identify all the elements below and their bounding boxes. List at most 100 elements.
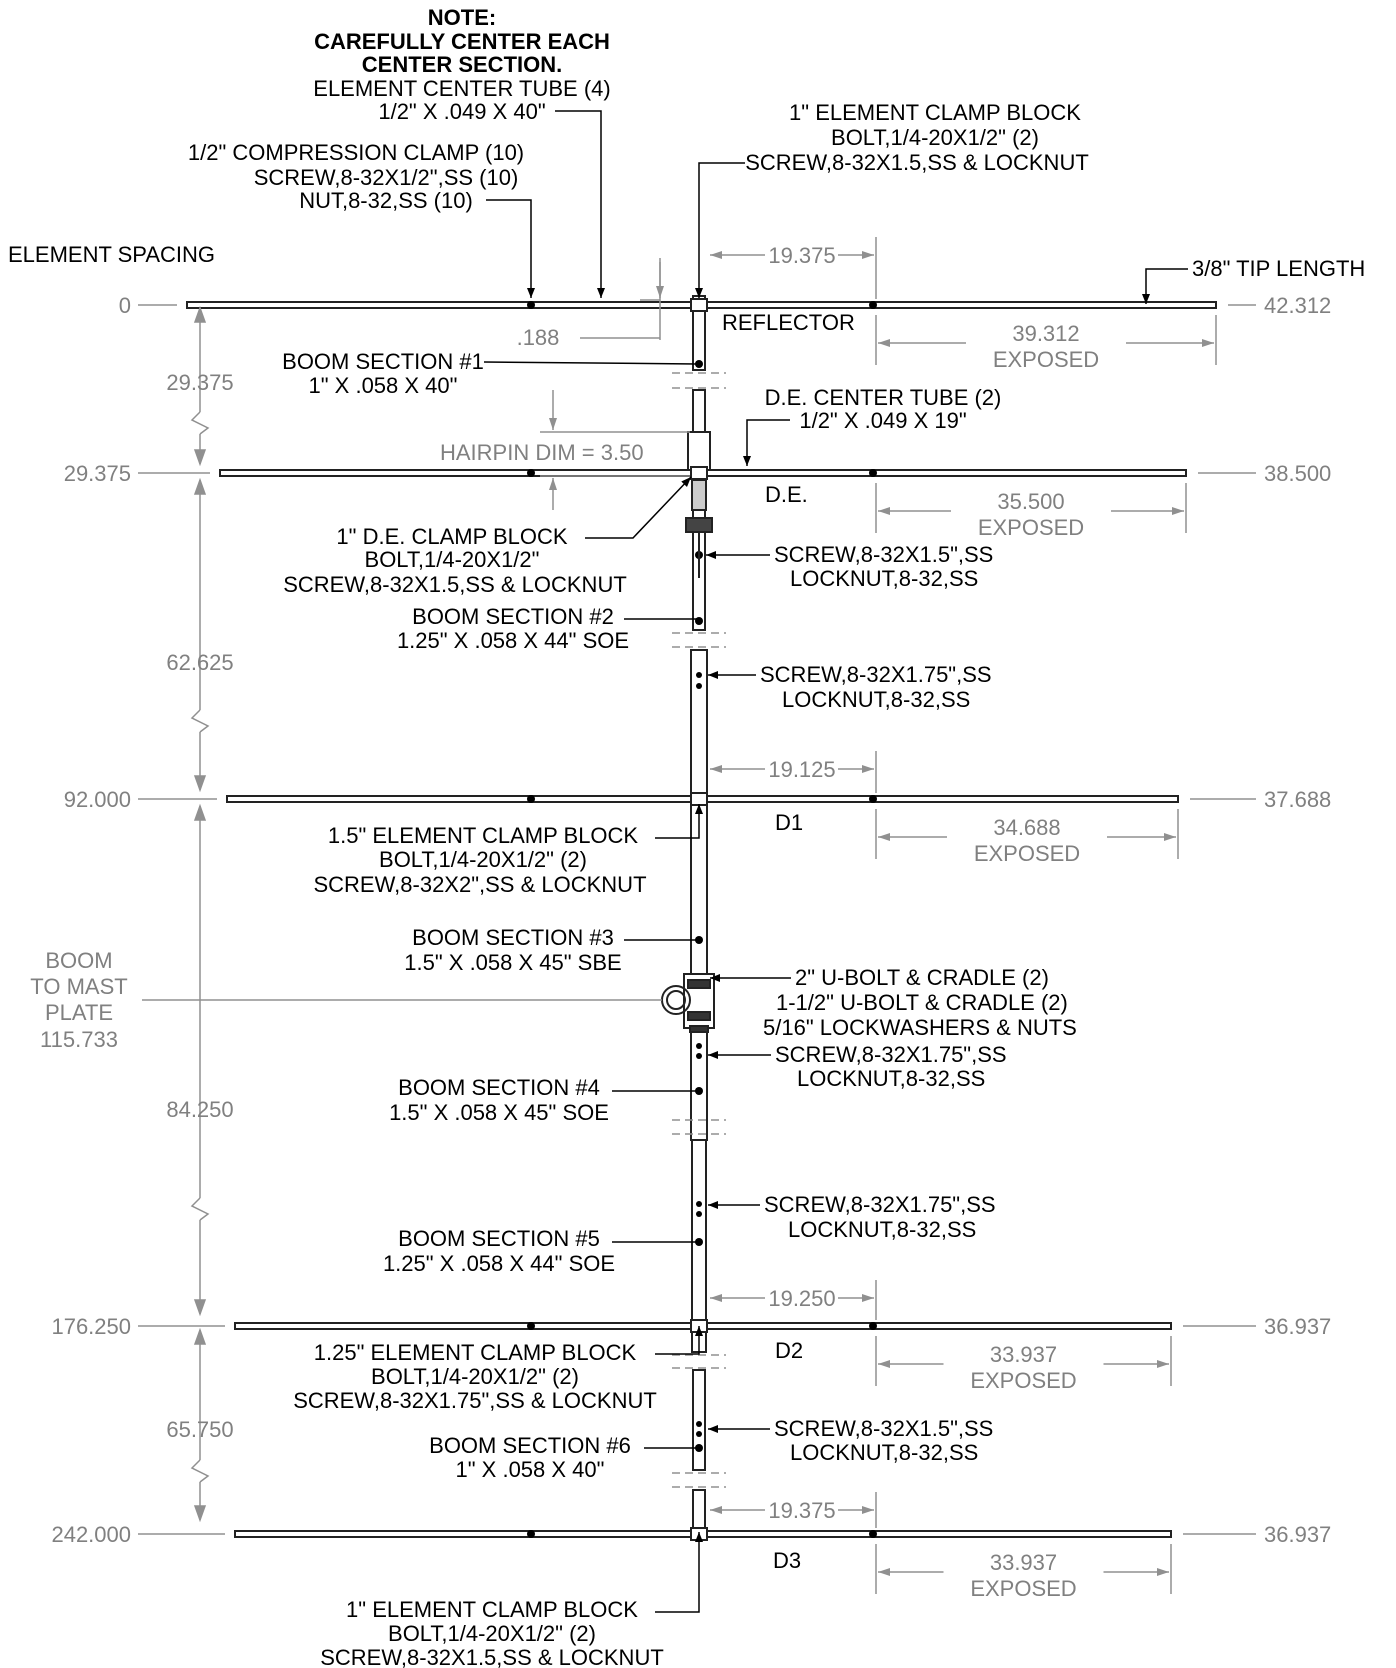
- boom-to-mast-value: 115.733: [40, 1027, 118, 1052]
- clamp-dot-left: [527, 469, 535, 477]
- clamp-15-line2: BOLT,1/4-20X1/2" (2): [379, 847, 587, 872]
- element-name: D3: [773, 1548, 801, 1573]
- clamp-dot-left: [527, 1322, 535, 1330]
- screw-15-b-callout: SCREW,8-32X1.5",SS LOCKNUT,8-32,SS: [708, 1416, 993, 1465]
- element-length: 42.312: [1264, 293, 1331, 318]
- boom2-callout: BOOM SECTION #2 1.25" X .058 X 44" SOE: [397, 604, 697, 653]
- boom6-callout: BOOM SECTION #6 1" X .058 X 40": [429, 1433, 697, 1482]
- de-center-tube-line2: 1/2" X .049 X 19": [799, 408, 966, 433]
- de-center-tube-callout: D.E. CENTER TUBE (2) 1/2" X .049 X 19": [743, 385, 1002, 466]
- spacing-3: 84.250: [166, 1097, 233, 1122]
- boom5-line2: 1.25" X .058 X 44" SOE: [383, 1251, 615, 1276]
- clamp-dot-right: [869, 795, 877, 803]
- clamp-dot-left: [527, 1530, 535, 1538]
- compression-clamp-line1: 1/2" COMPRESSION CLAMP (10): [188, 140, 524, 165]
- clamp-block: [690, 298, 708, 312]
- screw-15-b-line1: SCREW,8-32X1.5",SS: [774, 1416, 993, 1441]
- exposed-label: EXPOSED: [993, 347, 1099, 372]
- element-position: 176.250: [51, 1314, 131, 1339]
- compression-clamp-callout: 1/2" COMPRESSION CLAMP (10) SCREW,8-32X1…: [188, 140, 535, 298]
- clamp-125-callout: 1.25" ELEMENT CLAMP BLOCK BOLT,1/4-20X1/…: [293, 1326, 703, 1413]
- screw-15-a-callout: SCREW,8-32X1.5",SS LOCKNUT,8-32,SS: [706, 542, 993, 591]
- boom3-line2: 1.5" X .058 X 45" SBE: [404, 950, 621, 975]
- exposed-value: 39.312: [1012, 321, 1079, 346]
- boom: [661, 295, 726, 1531]
- clamp-dot-right: [869, 469, 877, 477]
- spacing-2: 62.625: [166, 650, 233, 675]
- half-length-value: 19.250: [768, 1286, 835, 1311]
- screw-175-b-line2: LOCKNUT,8-32,SS: [797, 1066, 985, 1091]
- spacing-1: 29.375: [166, 370, 233, 395]
- exposed-label: EXPOSED: [970, 1576, 1076, 1601]
- de-center-tube-line1: D.E. CENTER TUBE (2): [765, 385, 1002, 410]
- screw-175-b-callout: SCREW,8-32X1.75",SS LOCKNUT,8-32,SS: [708, 1042, 1007, 1091]
- boom-break-marks: [672, 372, 726, 1488]
- ubolt-line2: 1-1/2" U-BOLT & CRADLE (2): [776, 990, 1068, 1015]
- half-length-value: 19.125: [768, 757, 835, 782]
- exposed-value: 33.937: [990, 1550, 1057, 1575]
- boom1-line2: 1" X .058 X 40": [309, 373, 458, 398]
- de-clamp-block-shape: [685, 431, 713, 578]
- element-length: 37.688: [1264, 787, 1331, 812]
- element-spacing-label: ELEMENT SPACING: [8, 242, 215, 267]
- clamp-dot-left: [527, 795, 535, 803]
- mast-plate-u-bolts: [661, 973, 715, 1033]
- clamp-dot-left: [527, 301, 535, 309]
- ubolt-callout: 2" U-BOLT & CRADLE (2) 1-1/2" U-BOLT & C…: [710, 965, 1077, 1040]
- screw-175-c-callout: SCREW,8-32X1.75",SS LOCKNUT,8-32,SS: [708, 1192, 996, 1242]
- note-line2: CENTER SECTION.: [362, 52, 562, 77]
- boom2-line1: BOOM SECTION #2: [412, 604, 614, 629]
- clamp-block: [690, 466, 708, 480]
- element-position: 242.000: [51, 1522, 131, 1547]
- dim-188: .188: [517, 258, 664, 350]
- note-line1: CAREFULLY CENTER EACH: [314, 29, 610, 54]
- element-center-tube-line2: 1/2" X .049 X 40": [378, 99, 545, 124]
- element-length: 36.937: [1264, 1314, 1331, 1339]
- clamp-dot-right: [869, 301, 877, 309]
- note-title: NOTE:: [428, 5, 496, 30]
- element-name: D1: [775, 810, 803, 835]
- de-clamp-line3: SCREW,8-32X1.5,SS & LOCKNUT: [283, 572, 627, 597]
- screw-15-b-line2: LOCKNUT,8-32,SS: [790, 1440, 978, 1465]
- element-length: 36.937: [1264, 1522, 1331, 1547]
- boom4-line2: 1.5" X .058 X 45" SOE: [389, 1100, 609, 1125]
- hairpin-label: HAIRPIN DIM = 3.50: [440, 440, 644, 465]
- top-note: NOTE: CAREFULLY CENTER EACH CENTER SECTI…: [313, 5, 611, 298]
- top-clamp-line2: BOLT,1/4-20X1/2" (2): [831, 125, 1039, 150]
- boom3-callout: BOOM SECTION #3 1.5" X .058 X 45" SBE: [404, 925, 697, 975]
- exposed-label: EXPOSED: [974, 841, 1080, 866]
- boom-to-mast-line2: TO MAST: [30, 974, 127, 999]
- element-position: 0: [119, 293, 131, 318]
- ubolt-line3: 5/16" LOCKWASHERS & NUTS: [763, 1015, 1077, 1040]
- element-spacing-dimension: 29.375 62.625 84.250 65.750: [166, 305, 234, 1523]
- bottom-clamp-callout: 1" ELEMENT CLAMP BLOCK BOLT,1/4-20X1/2" …: [320, 1532, 703, 1668]
- element-name: D2: [775, 1338, 803, 1363]
- tip-length-callout: 3/8" TIP LENGTH: [1142, 256, 1365, 304]
- dim-188-value: .188: [517, 325, 560, 350]
- exposed-value: 35.500: [997, 489, 1064, 514]
- de-clamp-line1: 1" D.E. CLAMP BLOCK: [336, 524, 567, 549]
- boom6-line1: BOOM SECTION #6: [429, 1433, 631, 1458]
- half-length-value: 19.375: [768, 243, 835, 268]
- screw-175-c-line2: LOCKNUT,8-32,SS: [788, 1217, 976, 1242]
- compression-clamp-line2: SCREW,8-32X1/2",SS (10): [254, 165, 519, 190]
- half-length-value: 19.375: [768, 1498, 835, 1523]
- boom6-line2: 1" X .058 X 40": [456, 1457, 605, 1482]
- top-clamp-line1: 1" ELEMENT CLAMP BLOCK: [789, 100, 1081, 125]
- boom1-callout: BOOM SECTION #1 1" X .058 X 40": [282, 349, 698, 398]
- boom3-line1: BOOM SECTION #3: [412, 925, 614, 950]
- boom2-line2: 1.25" X .058 X 44" SOE: [397, 628, 629, 653]
- exposed-value: 34.688: [993, 815, 1060, 840]
- element-center-tube-line1: ELEMENT CENTER TUBE (4): [313, 76, 610, 101]
- bottom-clamp-line3: SCREW,8-32X1.5,SS & LOCKNUT: [320, 1645, 664, 1668]
- screw-175-b-line1: SCREW,8-32X1.75",SS: [775, 1042, 1007, 1067]
- boom5-line1: BOOM SECTION #5: [398, 1226, 600, 1251]
- screw-175-a-line1: SCREW,8-32X1.75",SS: [760, 662, 992, 687]
- bottom-clamp-line2: BOLT,1/4-20X1/2" (2): [388, 1621, 596, 1646]
- de-clamp-callout: 1" D.E. CLAMP BLOCK BOLT,1/4-20X1/2" SCR…: [283, 476, 692, 597]
- ubolt-line1: 2" U-BOLT & CRADLE (2): [795, 965, 1049, 990]
